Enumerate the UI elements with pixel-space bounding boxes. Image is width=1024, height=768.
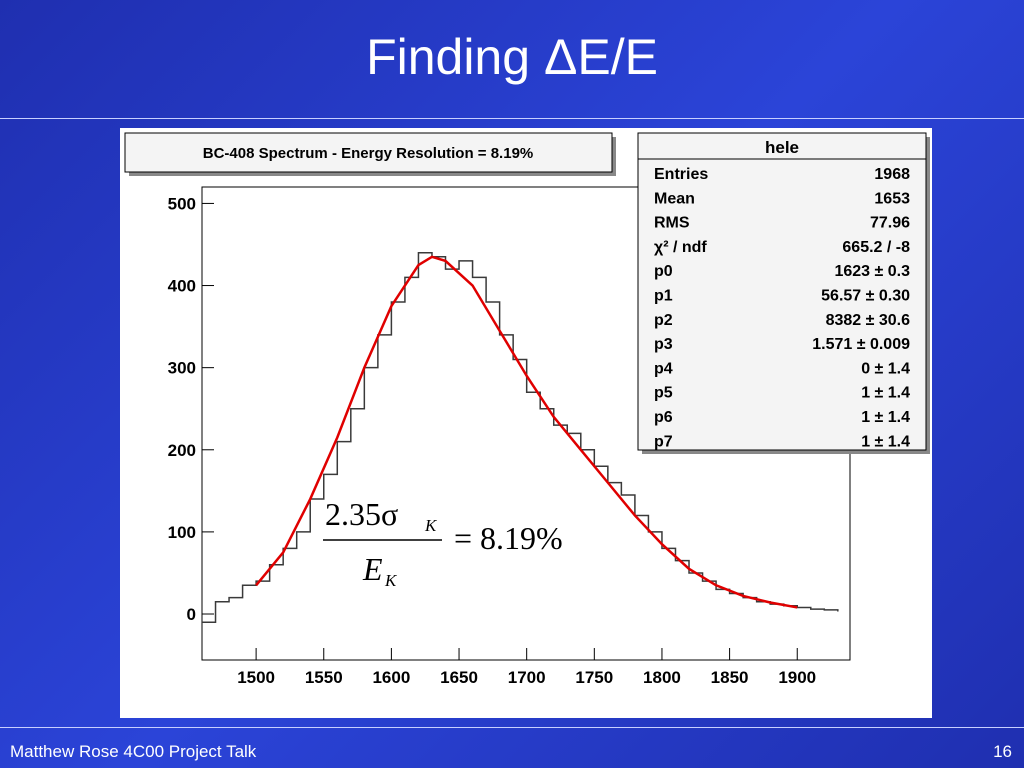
chart-title: BC-408 Spectrum - Energy Resolution = 8.… — [203, 145, 534, 162]
stats-label: p2 — [654, 312, 673, 329]
stats-label: p1 — [654, 288, 673, 305]
footer: Matthew Rose 4C00 Project Talk — [10, 742, 257, 761]
y-tick-label: 400 — [168, 277, 196, 296]
y-tick-label: 300 — [168, 359, 196, 378]
page-number: 16 — [993, 742, 1012, 761]
stats-label: p6 — [654, 409, 673, 426]
y-tick-label: 0 — [187, 605, 196, 624]
stats-label: Mean — [654, 190, 695, 207]
stats-value: 1 ± 1.4 — [861, 433, 910, 450]
stats-title: hele — [765, 138, 799, 157]
divider — [0, 727, 1024, 728]
stats-value: 1623 ± 0.3 — [834, 263, 910, 280]
x-tick-label: 1900 — [778, 668, 816, 687]
stats-value: 0 ± 1.4 — [861, 360, 910, 377]
stats-value: 77.96 — [870, 215, 910, 232]
x-tick-label: 1850 — [711, 668, 749, 687]
stats-label: p0 — [654, 263, 673, 280]
y-tick-label: 500 — [168, 194, 196, 213]
stats-label: χ² / ndf — [654, 239, 707, 256]
stats-box — [637, 132, 927, 451]
formula-denominator-sub: K — [384, 571, 398, 590]
divider — [0, 118, 1024, 119]
formula-result: = 8.19% — [454, 520, 563, 556]
stats-label: p7 — [654, 433, 673, 450]
stats-label: p3 — [654, 336, 673, 353]
x-tick-label: 1700 — [508, 668, 546, 687]
y-tick-label: 200 — [168, 441, 196, 460]
formula-numerator: 2.35σ — [325, 496, 398, 532]
stats-value: 1 ± 1.4 — [861, 409, 910, 426]
y-tick-label: 100 — [168, 523, 196, 542]
x-tick-label: 1600 — [372, 668, 410, 687]
stats-label: Entries — [654, 166, 708, 183]
x-tick-label: 1500 — [237, 668, 275, 687]
stats-value: 1968 — [874, 166, 910, 183]
stats-value: 56.57 ± 0.30 — [821, 288, 910, 305]
stats-value: 1653 — [874, 190, 910, 207]
x-tick-label: 1750 — [575, 668, 613, 687]
stats-value: 8382 ± 30.6 — [826, 312, 911, 329]
x-tick-label: 1550 — [305, 668, 343, 687]
stats-label: p4 — [654, 360, 673, 377]
x-tick-label: 1800 — [643, 668, 681, 687]
stats-value: 1.571 ± 0.009 — [812, 336, 910, 353]
fit-curve — [255, 255, 798, 609]
title-box — [124, 132, 613, 173]
formula-numerator-sub: K — [424, 516, 438, 535]
stats-label: RMS — [654, 215, 690, 232]
stats-label: p5 — [654, 385, 673, 402]
formula-denominator: E — [362, 551, 383, 587]
slide-title: Finding ΔE/E — [366, 29, 658, 85]
chart: BC-408 Spectrum - Energy Resolution = 8.… — [120, 128, 932, 718]
stats-value: 1 ± 1.4 — [861, 385, 910, 402]
x-tick-label: 1650 — [440, 668, 478, 687]
stats-value: 665.2 / -8 — [842, 239, 910, 256]
